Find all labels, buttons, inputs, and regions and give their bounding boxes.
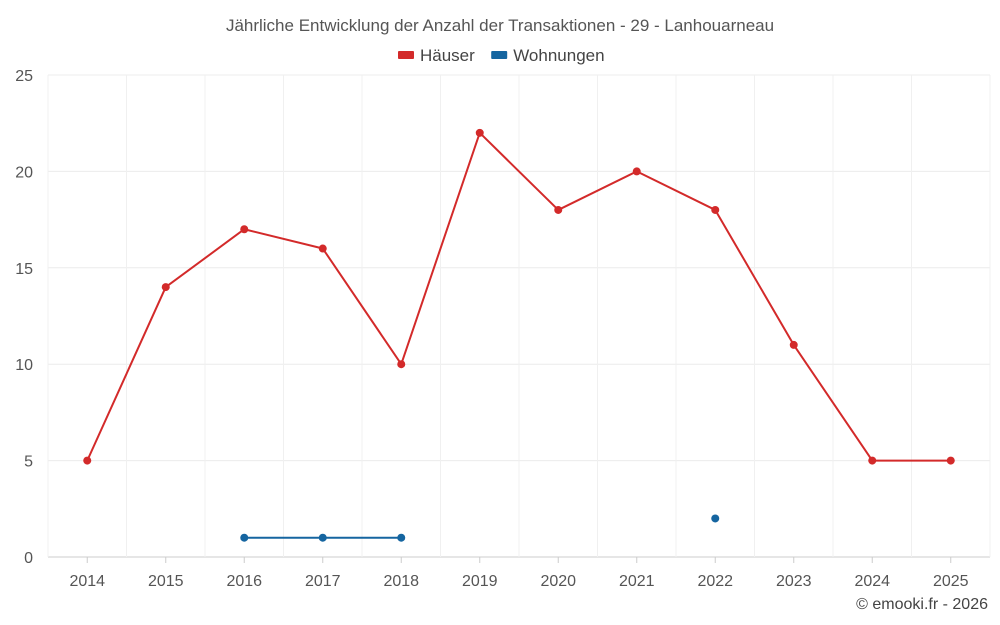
grid — [47, 74, 991, 563]
x-tick-label: 2021 — [619, 573, 655, 590]
x-tick-label: 2023 — [776, 573, 812, 590]
legend-item-0: Häuser — [398, 46, 475, 65]
data-point — [632, 167, 641, 176]
data-point — [946, 456, 955, 465]
data-point — [711, 205, 720, 214]
data-point — [397, 360, 406, 369]
x-tick-label: 2018 — [383, 573, 419, 590]
data-point — [789, 340, 798, 349]
legend-label: Häuser — [420, 46, 475, 65]
data-point — [318, 533, 327, 542]
series-0 — [83, 128, 955, 465]
legend: Häuser Wohnungen — [398, 46, 605, 65]
data-point — [83, 456, 92, 465]
x-tick-label: 2022 — [697, 573, 733, 590]
y-tick-label: 15 — [15, 261, 33, 278]
data-point — [554, 205, 563, 214]
x-tick-label: 2016 — [226, 573, 262, 590]
data-point — [475, 128, 484, 137]
series-1 — [240, 514, 720, 542]
data-point — [397, 533, 406, 542]
legend-swatch — [491, 51, 508, 59]
x-tick-label: 2019 — [462, 573, 498, 590]
y-axis-ticks: 0 5 10 15 20 25 — [15, 68, 33, 567]
data-point — [711, 514, 720, 523]
y-tick-label: 10 — [15, 357, 33, 374]
series-line — [86, 131, 951, 462]
data-point — [240, 533, 249, 542]
x-tick-label: 2017 — [305, 573, 341, 590]
y-tick-label: 25 — [15, 68, 33, 85]
data-point — [318, 244, 327, 253]
data-point — [240, 225, 249, 234]
y-tick-label: 5 — [24, 454, 33, 471]
legend-item-1: Wohnungen — [491, 46, 605, 65]
legend-swatch — [398, 51, 414, 59]
chart-title: Jährliche Entwicklung der Anzahl der Tra… — [226, 16, 774, 35]
data-point — [868, 456, 877, 465]
y-tick-label: 20 — [15, 164, 33, 181]
series-group — [83, 128, 955, 542]
x-tick-label: 2014 — [69, 573, 105, 590]
x-axis-ticks: 2014 2015 2016 2017 2018 2019 2020 2021 2022 2023… — [69, 573, 968, 590]
data-point — [161, 283, 170, 292]
x-tick-label: 2020 — [540, 573, 576, 590]
x-tick-label: 2025 — [933, 573, 969, 590]
legend-label: Wohnungen — [513, 46, 604, 65]
x-tick-label: 2024 — [854, 573, 890, 590]
y-tick-label: 0 — [24, 550, 33, 567]
x-tick-label: 2015 — [148, 573, 184, 590]
credit-text: © emooki.fr - 2026 — [856, 596, 988, 613]
